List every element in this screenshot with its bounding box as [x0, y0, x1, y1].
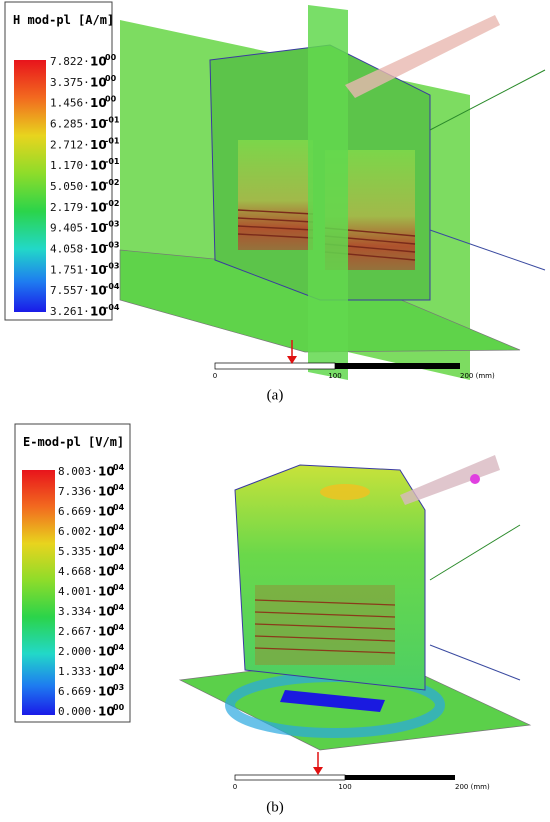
- simulation-a: [119, 5, 546, 380]
- legend-mantissa: 7.557·: [50, 284, 90, 297]
- legend-exponent: 04: [113, 543, 125, 552]
- legend-base: 10: [90, 159, 107, 173]
- legend-exponent: 00: [105, 53, 117, 62]
- legend-base: 10: [98, 505, 115, 519]
- scale-label: 200 (mm): [460, 372, 495, 380]
- legend-mantissa: 1.170·: [50, 159, 90, 172]
- legend-exponent: 00: [105, 95, 117, 104]
- legend-base: 10: [98, 625, 115, 639]
- caption: (b): [266, 799, 284, 815]
- legend-mantissa: 2.179·: [50, 201, 90, 214]
- legend-mantissa: 7.822·: [50, 55, 90, 68]
- legend-base: 10: [90, 242, 107, 256]
- legend-base: 10: [90, 305, 107, 319]
- scale-label: 100: [338, 783, 351, 791]
- legend-mantissa: 3.261·: [50, 305, 90, 318]
- simulation-b: [178, 455, 532, 781]
- scale-label: 200 (mm): [455, 783, 490, 791]
- legend-mantissa: 1.456·: [50, 97, 90, 110]
- legend-exponent: 00: [113, 703, 125, 712]
- legend-mantissa: 2.000·: [58, 645, 98, 658]
- legend-exponent: 04: [113, 463, 125, 472]
- legend-mantissa: 5.050·: [50, 180, 90, 193]
- legend-base: 10: [90, 200, 107, 214]
- legend-mantissa: 5.335·: [58, 545, 98, 558]
- legend-mantissa: 4.001·: [58, 585, 98, 598]
- legend-base: 10: [98, 465, 115, 479]
- legend-mantissa: 6.285·: [50, 118, 90, 131]
- legend-exponent: -02: [105, 199, 119, 208]
- legend-mantissa: 3.334·: [58, 605, 98, 618]
- legend-mantissa: 4.058·: [50, 243, 90, 256]
- legend-mantissa: 6.002·: [58, 525, 98, 538]
- legend-mantissa: 7.336·: [58, 485, 98, 498]
- legend-base: 10: [98, 645, 115, 659]
- legend-base: 10: [98, 545, 115, 559]
- legend-exponent: -01: [105, 116, 120, 125]
- legend-base: 10: [90, 263, 107, 277]
- legend-base: 10: [98, 585, 115, 599]
- legend-mantissa: 8.003·: [58, 465, 98, 478]
- legend-exponent: 04: [113, 563, 125, 572]
- legend-base: 10: [90, 138, 107, 152]
- legend-title: H mod-pl [A/m]: [13, 13, 114, 27]
- legend-base: 10: [90, 117, 107, 131]
- scale-label: 0: [213, 372, 217, 380]
- legend-exponent: 00: [105, 74, 117, 83]
- legend-mantissa: 9.405·: [50, 222, 90, 235]
- legend-exponent: -02: [105, 178, 119, 187]
- legend-base: 10: [90, 180, 107, 194]
- legend-exponent: -04: [105, 282, 120, 291]
- legend-base: 10: [90, 96, 107, 110]
- legend-base: 10: [98, 605, 115, 619]
- legend-base: 10: [98, 485, 115, 499]
- legend-exponent: 04: [113, 483, 125, 492]
- legend-mantissa: 2.712·: [50, 138, 90, 151]
- legend-base: 10: [98, 705, 115, 719]
- legend-base: 10: [98, 665, 115, 679]
- legend-base: 10: [90, 284, 107, 298]
- legend-exponent: -03: [105, 241, 119, 250]
- legend-mantissa: 6.669·: [58, 505, 98, 518]
- legend-exponent: 04: [113, 603, 125, 612]
- legend-base: 10: [90, 55, 107, 69]
- legend-mantissa: 1.333·: [58, 665, 98, 678]
- legend-base: 10: [90, 221, 107, 235]
- legend-mantissa: 4.668·: [58, 565, 98, 578]
- legend-base: 10: [98, 565, 115, 579]
- legend-base: 10: [98, 685, 115, 699]
- legend-exponent: 04: [113, 503, 125, 512]
- legend-exponent: 03: [113, 683, 124, 692]
- legend-exponent: 04: [113, 663, 125, 672]
- legend-base: 10: [90, 75, 107, 89]
- legend-base: 10: [98, 525, 115, 539]
- legend-exponent: -01: [105, 136, 120, 145]
- scale-label: 100: [328, 372, 341, 380]
- caption: (a): [267, 387, 284, 403]
- legend-title: E-mod-pl [V/m]: [23, 435, 124, 449]
- legend-mantissa: 1.751·: [50, 263, 90, 276]
- legend-mantissa: 3.375·: [50, 76, 90, 89]
- legend-exponent: 04: [113, 643, 125, 652]
- legend-exponent: -03: [105, 261, 119, 270]
- legend-mantissa: 2.667·: [58, 625, 98, 638]
- legend-exponent: 04: [113, 523, 125, 532]
- legend-exponent: 04: [113, 623, 125, 632]
- color-bar: [14, 60, 46, 312]
- legend-exponent: 04: [113, 583, 125, 592]
- legend-mantissa: 6.669·: [58, 685, 98, 698]
- color-bar: [22, 470, 55, 715]
- legend-mantissa: 0.000·: [58, 705, 98, 718]
- legend-exponent: -01: [105, 157, 120, 166]
- legend-exponent: -04: [105, 303, 120, 312]
- scale-label: 0: [233, 783, 237, 791]
- legend-exponent: -03: [105, 220, 119, 229]
